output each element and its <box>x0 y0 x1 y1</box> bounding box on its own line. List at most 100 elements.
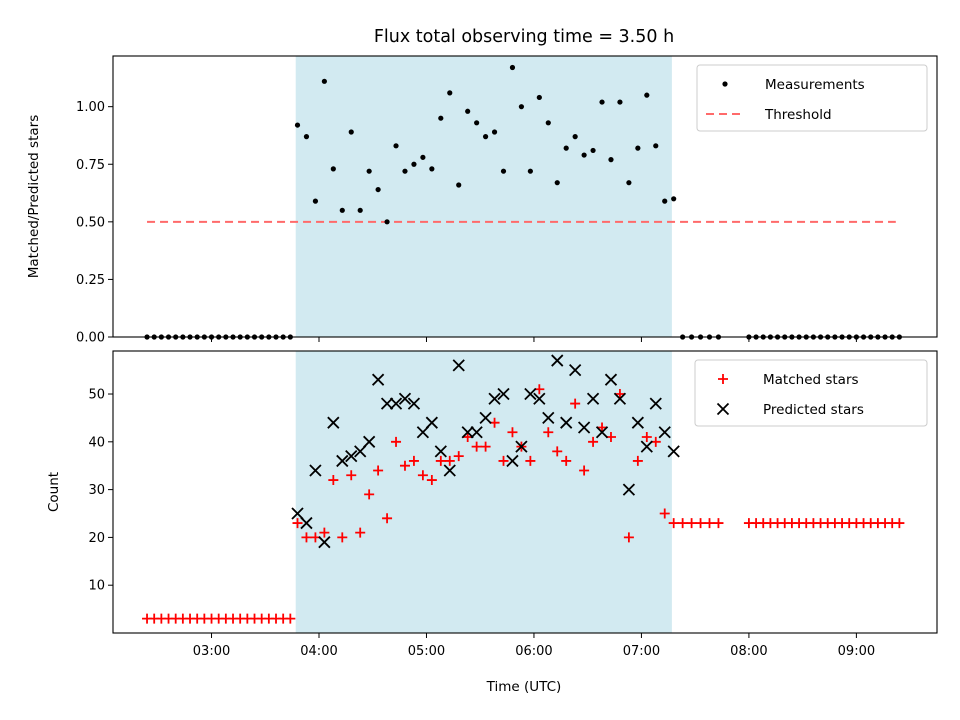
predicted-star-point <box>604 373 618 386</box>
matched-star-point <box>382 513 393 524</box>
predicted-star-point <box>515 440 528 453</box>
y-tick-label: 1.00 <box>76 100 105 115</box>
measurement-point <box>429 166 435 172</box>
y-tick-label: 40 <box>88 435 105 450</box>
matched-star-point <box>677 518 688 529</box>
measurement-point <box>563 145 569 151</box>
measurement-point <box>653 143 659 149</box>
predicted-star-point <box>327 416 340 429</box>
predicted-star-point <box>586 392 600 405</box>
matched-star-point <box>426 475 437 486</box>
measurement-point <box>608 157 614 163</box>
measurement-point <box>339 207 345 213</box>
measurement-point <box>420 154 426 160</box>
legend-label: Threshold <box>764 107 832 123</box>
predicted-star-point <box>425 416 438 429</box>
predicted-star-point <box>560 416 573 429</box>
y-tick-label: 0.50 <box>76 215 105 230</box>
matched-star-point <box>498 455 509 466</box>
matched-star-point <box>525 455 536 466</box>
measurement-point <box>384 219 390 225</box>
predicted-star-point <box>488 392 501 405</box>
y-tick-label: 20 <box>88 531 105 546</box>
measurement-point <box>491 129 498 135</box>
predicted-star-point <box>434 445 447 458</box>
measurement-point <box>393 143 399 149</box>
measurement-point <box>509 64 516 71</box>
y-tick-label: 30 <box>88 483 105 498</box>
predicted-star-point <box>497 387 510 401</box>
measurement-point <box>644 92 650 98</box>
measurement-point <box>527 168 533 174</box>
matched-star-point <box>373 465 384 476</box>
measurement-point <box>303 134 310 140</box>
matched-star-point <box>632 455 643 466</box>
measurement-point <box>500 168 507 174</box>
predicted-star-point <box>291 507 304 520</box>
legend-box <box>696 64 928 132</box>
x-tick-label: 08:00 <box>730 644 767 659</box>
measurement-point <box>465 108 471 114</box>
measurement-point <box>294 122 301 128</box>
measurement-point <box>456 182 462 188</box>
measurement-point <box>518 104 525 110</box>
chart-title: Flux total observing time = 3.50 h <box>374 27 674 47</box>
legend-measurement-marker <box>722 81 728 87</box>
matched-star-point <box>561 455 572 466</box>
predicted-star-point <box>631 416 644 429</box>
matched-star-point <box>686 518 697 529</box>
matched-star-point <box>588 436 599 447</box>
matched-star-point <box>614 389 625 400</box>
observing-interval-shade <box>295 56 672 337</box>
matched-star-point <box>337 532 348 543</box>
matched-star-point <box>480 441 491 452</box>
legend-label: Matched stars <box>763 372 859 388</box>
y-tick-label: 10 <box>88 579 105 594</box>
matched-star-point <box>695 518 706 529</box>
measurement-point <box>590 147 596 154</box>
measurement-point <box>572 134 578 140</box>
predicted-star-point <box>649 397 662 410</box>
matched-star-point <box>408 455 419 466</box>
predicted-star-point <box>658 426 671 439</box>
axes-frame <box>112 55 938 338</box>
predicted-star-point <box>363 435 376 448</box>
measurement-point <box>635 145 641 151</box>
matched-star-point <box>328 475 339 486</box>
measurement-point <box>438 115 444 121</box>
matched-star-point <box>319 527 330 538</box>
predicted-star-point <box>452 359 465 372</box>
measurement-point <box>348 129 354 135</box>
measurement-point <box>617 99 623 105</box>
matched-star-point <box>579 465 590 476</box>
measurement-point <box>671 196 677 202</box>
x-axis-label: Time (UTC) <box>486 679 562 695</box>
predicted-star-point <box>667 445 680 458</box>
x-tick-label: 07:00 <box>623 644 660 659</box>
predicted-star-point <box>389 397 403 410</box>
y-axis-label: Matched/Predicted stars <box>26 115 42 278</box>
legend-label: Predicted stars <box>763 402 864 418</box>
measurement-point <box>375 186 381 193</box>
matched-star-point <box>659 508 670 519</box>
predicted-star-point <box>524 387 537 401</box>
matched-star-point <box>894 518 905 529</box>
measurement-point <box>626 180 632 186</box>
y-axis-label: Count <box>46 472 62 512</box>
matched-star-point <box>399 460 410 471</box>
y-tick-label: 0.75 <box>76 158 105 173</box>
predicted-star-point <box>345 450 358 463</box>
ratio-panel: 0.00 0.25 0.50 0.75 1.00 Matched/Predicted st… <box>26 55 938 346</box>
count-panel: 10 20 30 40 50 03:00 04:00 05:00 06:00 07:00 08:00… <box>46 350 938 659</box>
matched-star-point <box>292 518 303 529</box>
predicted-star-point <box>640 440 653 453</box>
measurement-point <box>599 99 605 105</box>
matched-star-point <box>471 441 482 452</box>
measurement-point <box>321 78 327 84</box>
predicted-star-point <box>300 516 313 530</box>
measurement-point <box>545 120 551 126</box>
predicted-star-point <box>309 464 322 477</box>
legend-matched-marker <box>718 374 728 384</box>
matched-star-point <box>704 518 715 529</box>
legend-predicted-marker <box>716 402 730 416</box>
